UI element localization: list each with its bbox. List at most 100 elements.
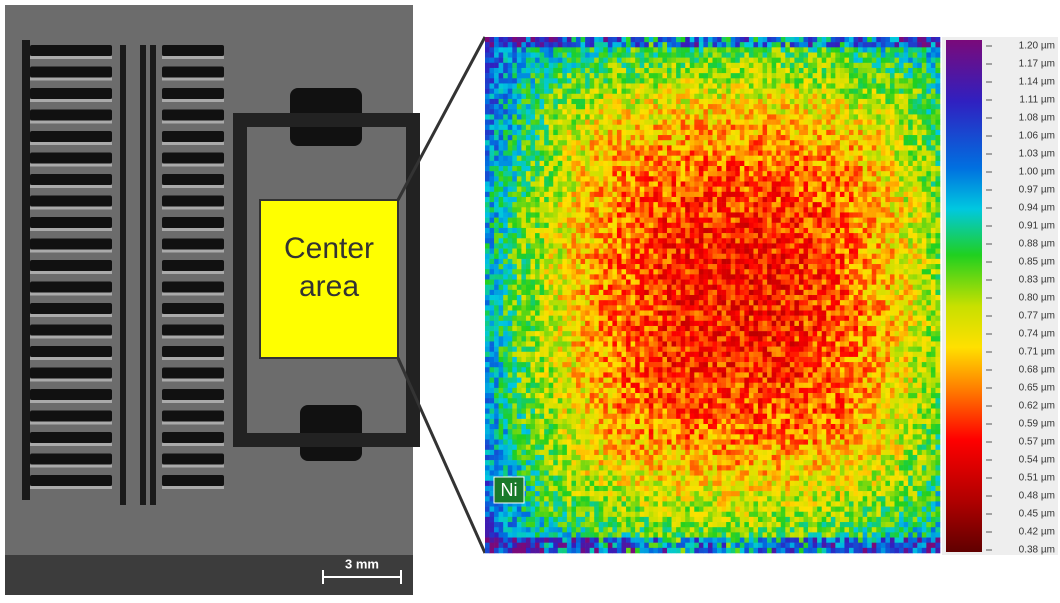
heat-cell [553, 254, 558, 259]
heat-cell [544, 491, 549, 496]
heat-cell [571, 73, 576, 78]
heat-cell [658, 439, 663, 444]
heat-cell [608, 269, 613, 274]
heat-cell [544, 347, 549, 352]
heat-cell [681, 388, 686, 393]
heat-cell [640, 130, 645, 135]
heat-cell [612, 429, 617, 434]
heat-cell [562, 316, 567, 321]
heat-cell [508, 455, 513, 460]
heat-cell [517, 455, 522, 460]
heat-cell [694, 439, 699, 444]
heat-cell [599, 450, 604, 455]
heat-cell [485, 434, 490, 439]
heat-cell [617, 259, 622, 264]
heat-cell [508, 47, 513, 52]
heat-cell [549, 42, 554, 47]
heat-cell [594, 104, 599, 109]
heat-cell [544, 512, 549, 517]
heat-cell [631, 305, 636, 310]
heat-cell [558, 130, 563, 135]
heat-cell [535, 403, 540, 408]
finger-edge [162, 293, 224, 296]
heat-cell [499, 372, 504, 377]
heat-cell [540, 455, 545, 460]
heat-cell [521, 336, 526, 341]
heat-cell [685, 37, 690, 42]
heat-cell [622, 470, 627, 475]
heat-cell [581, 114, 586, 119]
heat-cell [612, 378, 617, 383]
heat-cell [635, 347, 640, 352]
heat-cell [512, 192, 517, 197]
heat-cell [499, 445, 504, 450]
heat-cell [531, 89, 536, 94]
heat-cell [603, 207, 608, 212]
heat-cell [499, 42, 504, 47]
heat-cell [658, 145, 663, 150]
heat-cell [503, 99, 508, 104]
heat-cell [571, 543, 576, 548]
heat-cell [503, 465, 508, 470]
heat-cell [699, 233, 704, 238]
heat-cell [617, 197, 622, 202]
heat-cell [685, 347, 690, 352]
heat-cell [531, 347, 536, 352]
heat-cell [685, 362, 690, 367]
heat-cell [594, 341, 599, 346]
heat-cell [503, 259, 508, 264]
heat-cell [667, 465, 672, 470]
heat-cell [626, 68, 631, 73]
heat-cell [512, 352, 517, 357]
heat-cell [644, 434, 649, 439]
heat-cell [690, 316, 695, 321]
heat-cell [508, 223, 513, 228]
heat-cell [608, 223, 613, 228]
heat-cell [690, 135, 695, 140]
heat-cell [553, 161, 558, 166]
heat-cell [499, 254, 504, 259]
heat-cell [649, 414, 654, 419]
heat-cell [562, 341, 567, 346]
heat-cell [549, 192, 554, 197]
heat-cell [521, 507, 526, 512]
heat-cell [694, 187, 699, 192]
heat-cell [553, 507, 558, 512]
heat-cell [622, 316, 627, 321]
heat-cell [540, 507, 545, 512]
heat-cell [590, 254, 595, 259]
heat-cell [703, 336, 708, 341]
heat-cell [562, 460, 567, 465]
heat-cell [599, 295, 604, 300]
heat-cell [694, 372, 699, 377]
heat-cell [676, 99, 681, 104]
heat-cell [622, 532, 627, 537]
heat-cell [499, 548, 504, 553]
heat-cell [653, 486, 658, 491]
heat-cell [531, 331, 536, 336]
heat-cell [608, 187, 613, 192]
heat-cell [676, 238, 681, 243]
heat-cell [544, 507, 549, 512]
heat-cell [608, 439, 613, 444]
heat-cell [667, 52, 672, 57]
heat-cell [685, 274, 690, 279]
heat-cell [608, 254, 613, 259]
heat-cell [685, 52, 690, 57]
heat-cell [626, 512, 631, 517]
heat-cell [521, 202, 526, 207]
heat-cell [521, 156, 526, 161]
heat-cell [485, 398, 490, 403]
heat-cell [608, 419, 613, 424]
heat-cell [649, 481, 654, 486]
heat-cell [499, 378, 504, 383]
heat-cell [608, 393, 613, 398]
heat-cell [526, 522, 531, 527]
heat-cell [490, 99, 495, 104]
heat-cell [612, 450, 617, 455]
finger [162, 432, 224, 443]
heat-cell [603, 403, 608, 408]
heat-cell [612, 393, 617, 398]
heat-cell [508, 166, 513, 171]
heat-cell [635, 331, 640, 336]
